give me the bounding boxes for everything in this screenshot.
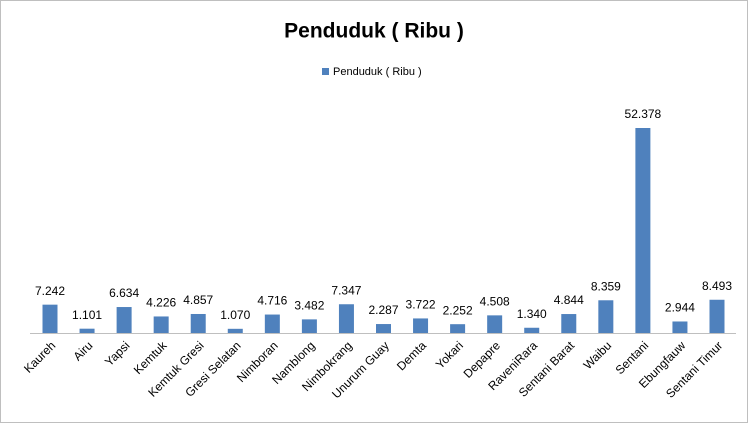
data-label: 8.493 bbox=[702, 279, 732, 293]
data-label: 2.287 bbox=[368, 303, 398, 317]
bar bbox=[598, 300, 614, 333]
legend-swatch bbox=[322, 68, 329, 75]
bar bbox=[79, 328, 95, 333]
bar bbox=[116, 307, 132, 333]
data-label: 4.508 bbox=[480, 295, 510, 309]
bar bbox=[635, 128, 651, 333]
bar bbox=[672, 321, 688, 333]
bar bbox=[301, 319, 317, 333]
bar bbox=[561, 314, 577, 333]
bar bbox=[524, 327, 540, 333]
data-label: 4.844 bbox=[554, 293, 584, 307]
chart-title: Penduduk ( Ribu ) bbox=[284, 20, 464, 43]
data-label: 6.634 bbox=[109, 286, 139, 300]
data-label: 2.252 bbox=[443, 303, 473, 317]
bar bbox=[376, 324, 391, 333]
bar bbox=[709, 299, 725, 333]
data-label: 7.347 bbox=[331, 283, 361, 297]
data-label: 2.944 bbox=[665, 301, 695, 315]
data-label: 1.101 bbox=[72, 308, 102, 322]
data-label: 3.482 bbox=[294, 299, 324, 313]
bar bbox=[264, 314, 280, 333]
bar bbox=[450, 324, 466, 333]
data-label: 52.378 bbox=[625, 107, 662, 121]
data-label: 3.722 bbox=[406, 298, 436, 312]
bar bbox=[153, 316, 169, 333]
bar bbox=[413, 318, 429, 333]
data-label: 1.340 bbox=[517, 307, 547, 321]
data-label: 8.359 bbox=[591, 279, 621, 293]
bar bbox=[487, 315, 503, 333]
bar bbox=[227, 328, 243, 333]
data-label: 7.242 bbox=[35, 284, 65, 298]
bar bbox=[338, 304, 354, 333]
data-label: 4.226 bbox=[146, 296, 176, 310]
data-label: 1.070 bbox=[220, 308, 250, 322]
legend-label: Penduduk ( Ribu ) bbox=[333, 66, 422, 78]
data-label: 4.857 bbox=[183, 293, 213, 307]
bar bbox=[42, 304, 58, 333]
bar bbox=[190, 313, 206, 333]
data-label: 4.716 bbox=[257, 294, 287, 308]
